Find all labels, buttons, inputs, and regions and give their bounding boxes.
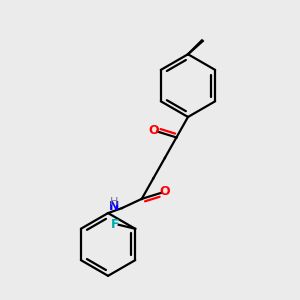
Text: O: O: [159, 185, 169, 198]
Text: F: F: [111, 218, 120, 231]
Text: O: O: [149, 124, 159, 137]
Text: N: N: [109, 200, 119, 213]
Text: H: H: [110, 197, 118, 207]
